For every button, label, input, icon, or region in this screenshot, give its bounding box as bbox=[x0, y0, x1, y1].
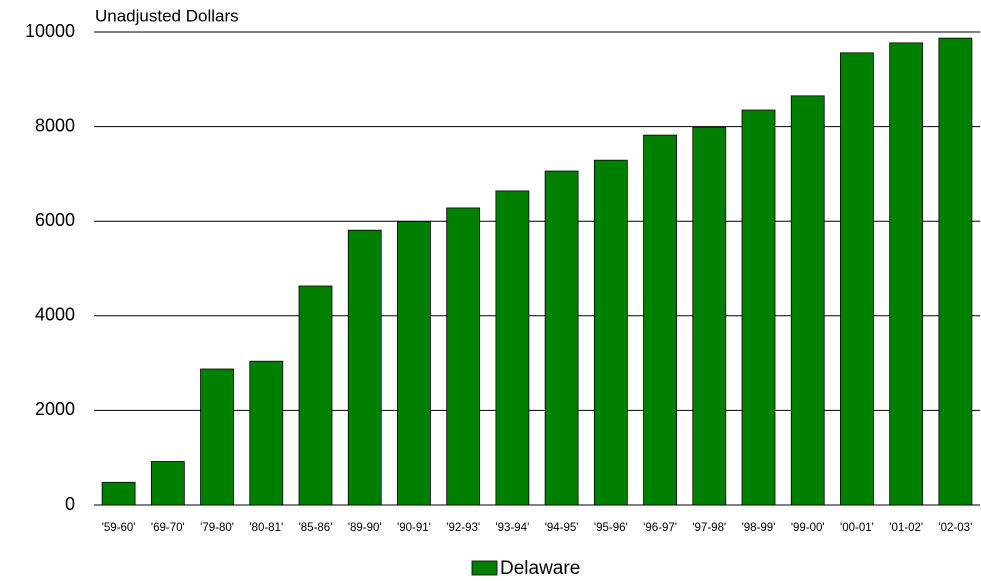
x-tick-label: '98-99' bbox=[742, 522, 776, 534]
x-tick-label: '97-98' bbox=[692, 522, 726, 534]
x-tick-label: '00-01' bbox=[840, 522, 874, 534]
x-tick-label: '85-86' bbox=[299, 522, 333, 534]
bar bbox=[593, 159, 628, 506]
x-tick-label: '89-90' bbox=[348, 522, 382, 534]
bar bbox=[544, 170, 579, 506]
bar bbox=[298, 285, 333, 506]
bar bbox=[495, 190, 530, 506]
x-tick-label: '90-91' bbox=[397, 522, 431, 534]
y-tick-label: 4000 bbox=[35, 305, 75, 325]
x-tick-label: '79-80' bbox=[200, 522, 234, 534]
x-tick-label: '95-96' bbox=[594, 522, 628, 534]
x-tick-label: '02-03' bbox=[938, 522, 972, 534]
y-tick-label: 2000 bbox=[35, 399, 75, 419]
y-tick-label: 6000 bbox=[35, 210, 75, 230]
bar bbox=[790, 95, 825, 506]
x-tick-label: '93-94' bbox=[495, 522, 529, 534]
bar bbox=[446, 207, 481, 506]
bar bbox=[347, 229, 382, 506]
bar bbox=[889, 42, 924, 506]
bar bbox=[840, 52, 874, 506]
x-tick-label: '01-02' bbox=[889, 522, 923, 534]
bar bbox=[150, 461, 185, 506]
bar bbox=[249, 360, 284, 506]
x-tick-label: '92-93' bbox=[446, 522, 480, 534]
bar bbox=[643, 134, 677, 506]
x-tick-label: '59-60' bbox=[102, 522, 136, 534]
y-tick-label: 0 bbox=[65, 494, 75, 514]
legend-label: Delaware bbox=[500, 558, 580, 579]
bar bbox=[397, 221, 431, 506]
x-tick-label: '80-81' bbox=[249, 522, 283, 534]
y-tick-label: 10000 bbox=[25, 21, 75, 41]
bar bbox=[101, 481, 136, 506]
bar bbox=[200, 368, 234, 506]
x-tick-label: '69-70' bbox=[151, 522, 185, 534]
bar bbox=[692, 126, 727, 506]
x-tick-label: '94-95' bbox=[545, 522, 579, 534]
y-axis-label: Unadjusted Dollars bbox=[95, 6, 239, 25]
bar bbox=[741, 109, 776, 506]
bar bbox=[938, 37, 973, 506]
legend-swatch bbox=[471, 560, 498, 576]
x-tick-label: '99-00' bbox=[791, 522, 825, 534]
y-tick-label: 8000 bbox=[35, 115, 75, 135]
x-tick-label: '96-97' bbox=[643, 522, 677, 534]
